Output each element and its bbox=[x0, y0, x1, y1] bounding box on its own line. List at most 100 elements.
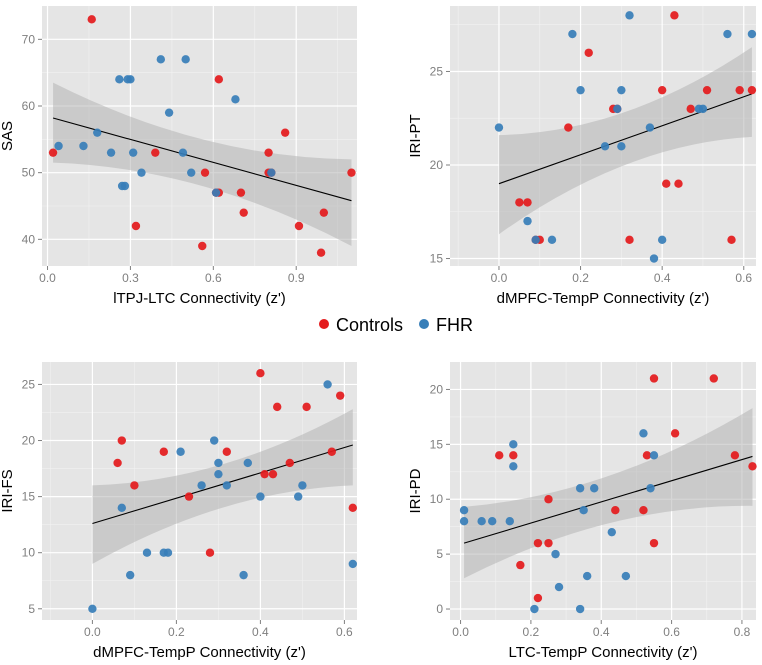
data-point-fhr bbox=[575, 484, 585, 493]
data-point-fhr bbox=[645, 123, 655, 132]
data-point-fhr bbox=[554, 582, 564, 592]
data-point-fhr bbox=[126, 570, 135, 580]
data-point-fhr bbox=[181, 55, 190, 64]
data-point-fhr bbox=[747, 29, 757, 39]
data-point-fhr bbox=[211, 188, 221, 197]
y-tick-label: 40 bbox=[22, 232, 36, 246]
data-point-fhr bbox=[576, 85, 585, 95]
data-point-controls bbox=[319, 208, 329, 217]
y-axis-title: SAS bbox=[0, 121, 16, 151]
data-point-controls bbox=[730, 451, 740, 460]
data-point-fhr bbox=[298, 481, 307, 490]
data-point-fhr bbox=[163, 548, 173, 557]
x-tick-label: 0.0 bbox=[491, 271, 508, 285]
data-point-fhr bbox=[187, 168, 196, 177]
data-point-controls bbox=[670, 11, 679, 20]
data-point-controls bbox=[611, 506, 620, 515]
x-axis-title: LTC-TempP Connectivity (z') bbox=[508, 644, 697, 661]
data-point-controls bbox=[709, 374, 718, 383]
data-point-controls bbox=[48, 148, 58, 157]
data-point-fhr bbox=[120, 181, 130, 191]
data-point-controls bbox=[239, 208, 248, 217]
y-tick-label: 20 bbox=[22, 434, 36, 448]
y-axis-title: IRI-PT bbox=[407, 114, 424, 157]
y-tick-label: 25 bbox=[430, 64, 444, 78]
data-point-fhr bbox=[88, 604, 97, 613]
data-point-controls bbox=[198, 241, 207, 251]
data-point-fhr bbox=[607, 527, 616, 537]
data-point-fhr bbox=[128, 148, 138, 157]
data-point-controls bbox=[151, 148, 160, 157]
data-point-fhr bbox=[323, 380, 332, 389]
scatter-panel-sas: 0.0 0.3 0.6 0.9 40 50 60 70 lTPJ-LTC Connectivit… bbox=[0, 6, 357, 307]
x-axis-title: dMPFC-TempP Connectivity (z') bbox=[93, 644, 306, 661]
data-point-fhr bbox=[649, 254, 659, 263]
x-tick-label: 0.3 bbox=[122, 271, 139, 285]
data-point-fhr bbox=[137, 168, 146, 177]
data-point-fhr bbox=[197, 481, 206, 490]
data-point-controls bbox=[625, 235, 634, 245]
y-tick-label: 15 bbox=[430, 252, 444, 266]
data-point-controls bbox=[260, 469, 269, 479]
data-point-controls bbox=[662, 179, 671, 188]
data-point-controls bbox=[131, 221, 141, 231]
data-point-fhr bbox=[494, 123, 504, 132]
data-point-fhr bbox=[625, 11, 634, 20]
data-point-controls bbox=[747, 85, 757, 95]
data-point-controls bbox=[280, 128, 290, 137]
data-point-fhr bbox=[93, 128, 102, 137]
data-point-controls bbox=[686, 104, 695, 114]
data-point-controls bbox=[735, 85, 744, 95]
data-point-controls bbox=[336, 391, 345, 400]
x-tick-label: 0.0 bbox=[84, 625, 101, 639]
data-point-fhr bbox=[639, 429, 648, 438]
data-point-fhr bbox=[156, 55, 166, 64]
data-point-fhr bbox=[649, 451, 659, 460]
data-point-controls bbox=[273, 402, 282, 412]
data-point-controls bbox=[702, 85, 712, 95]
data-point-controls bbox=[302, 402, 311, 412]
data-point-controls bbox=[113, 458, 122, 468]
data-point-controls bbox=[205, 548, 215, 557]
y-tick-label: 60 bbox=[22, 99, 36, 113]
data-point-controls bbox=[523, 198, 532, 207]
y-tick-label: 20 bbox=[430, 158, 444, 172]
y-tick-label: 25 bbox=[22, 377, 36, 391]
data-point-controls bbox=[642, 451, 652, 460]
data-point-controls bbox=[347, 168, 356, 177]
data-point-fhr bbox=[243, 458, 252, 468]
y-axis-title: IRI-FS bbox=[0, 469, 16, 512]
legend: Controls FHR bbox=[319, 315, 473, 335]
x-axis-title: lTPJ-LTC Connectivity (z') bbox=[113, 290, 286, 307]
x-tick-label: 0.8 bbox=[734, 625, 751, 639]
y-tick-label: 10 bbox=[22, 546, 36, 560]
data-point-controls bbox=[130, 481, 139, 490]
data-point-fhr bbox=[575, 604, 585, 614]
data-point-controls bbox=[222, 447, 231, 456]
data-point-fhr bbox=[488, 516, 497, 526]
y-tick-label: 5 bbox=[436, 547, 443, 561]
x-tick-label: 0.6 bbox=[663, 625, 680, 639]
data-point-controls bbox=[268, 469, 278, 479]
regression-line bbox=[498, 93, 753, 185]
data-point-fhr bbox=[126, 75, 135, 84]
data-point-fhr bbox=[698, 104, 708, 114]
data-point-fhr bbox=[210, 436, 219, 445]
data-point-controls bbox=[327, 447, 336, 456]
scatter-panel-iri-fs: 0.0 0.2 0.4 0.6 5 10 15 20 25 dMPFC-TempP Connect… bbox=[0, 362, 357, 661]
y-tick-label: 70 bbox=[22, 32, 36, 46]
data-point-controls bbox=[264, 148, 273, 157]
data-point-controls bbox=[117, 436, 127, 445]
legend-marker-fhr bbox=[419, 319, 429, 329]
data-point-fhr bbox=[79, 141, 88, 151]
data-point-fhr bbox=[621, 571, 631, 581]
data-point-fhr bbox=[239, 570, 248, 580]
y-tick-label: 50 bbox=[22, 166, 36, 180]
data-point-fhr bbox=[348, 559, 357, 569]
data-point-controls bbox=[544, 495, 553, 504]
data-point-fhr bbox=[579, 506, 588, 515]
x-tick-label: 0.4 bbox=[593, 625, 610, 639]
data-point-fhr bbox=[477, 516, 486, 526]
data-point-fhr bbox=[115, 75, 124, 84]
data-point-fhr bbox=[613, 104, 622, 114]
